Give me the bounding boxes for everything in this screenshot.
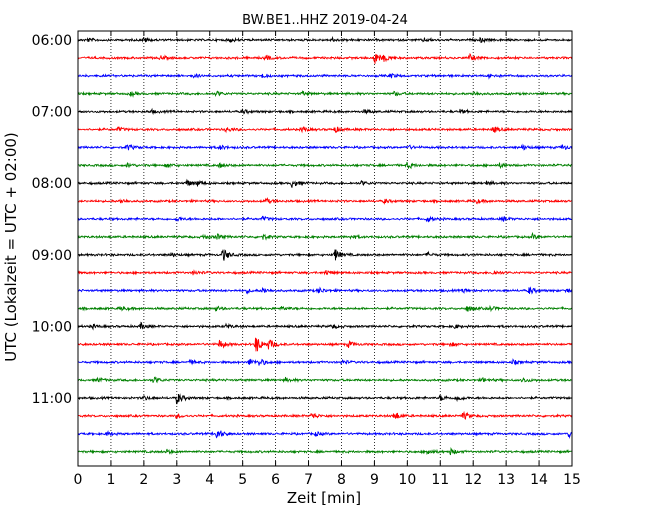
- seismogram-trace: [77, 143, 573, 151]
- x-tick-label: 11: [431, 472, 449, 488]
- x-tick-label: 3: [172, 472, 181, 488]
- x-tick-label: 6: [271, 472, 280, 488]
- seismogram-trace: [77, 337, 573, 352]
- x-tick-label: 8: [337, 472, 346, 488]
- seismogram-trace: [78, 446, 573, 456]
- y-tick-label: 06:00: [32, 33, 72, 49]
- seismogram-trace: [77, 126, 573, 134]
- seismogram-trace: [77, 178, 573, 188]
- x-tick-label: 0: [74, 472, 83, 488]
- seismogram-trace: [77, 358, 572, 366]
- seismogram-trace: [77, 231, 573, 241]
- seismogram-trace: [77, 161, 573, 170]
- x-tick-label: 2: [139, 472, 148, 488]
- x-tick-label: 12: [464, 472, 482, 488]
- y-tick-label: 10:00: [32, 319, 72, 335]
- x-tick-label: 15: [563, 472, 581, 488]
- trace-group: [77, 35, 573, 456]
- y-axis-label: UTC (Lokalzeit = UTC + 02:00): [2, 132, 20, 362]
- seismogram-trace: [77, 249, 573, 261]
- chart-title: BW.BE1..HHZ 2019-04-24: [242, 13, 408, 28]
- x-tick-label: 1: [106, 472, 115, 488]
- seismogram-trace: [77, 393, 573, 405]
- axis-ticks: 0 1 2 3 4 5 6 7 8 9 10 11 12 13 14 1506:0007:0008:0009:…: [32, 31, 581, 488]
- seismogram-trace: [77, 304, 573, 313]
- x-tick-label: 13: [497, 472, 515, 488]
- seismogram-trace: [77, 90, 573, 98]
- y-tick-label: 08:00: [32, 176, 72, 192]
- seismogram-trace: [77, 286, 573, 295]
- x-tick-label: 7: [304, 472, 313, 488]
- x-axis-label: Zeit [min]: [287, 489, 361, 507]
- seismogram-trace: [77, 376, 573, 384]
- x-tick-label: 9: [370, 472, 379, 488]
- vertical-gridlines: [110, 31, 540, 466]
- seismogram-trace: [77, 321, 573, 331]
- plot-frame: [77, 30, 573, 467]
- seismogram-trace: [77, 72, 572, 80]
- y-tick-label: 11:00: [32, 391, 72, 407]
- seismogram-trace: [77, 196, 573, 205]
- seismogram-trace: [77, 429, 573, 439]
- seismogram-trace: [77, 107, 573, 116]
- x-tick-label: 4: [205, 472, 214, 488]
- x-tick-label: 5: [238, 472, 247, 488]
- seismogram-trace: [77, 269, 573, 276]
- x-tick-label: 10: [398, 472, 416, 488]
- seismogram-trace: [77, 215, 573, 223]
- seismogram-trace: [77, 52, 573, 64]
- y-tick-label: 09:00: [32, 248, 72, 264]
- x-tick-label: 14: [530, 472, 548, 488]
- seismogram-trace: [77, 35, 573, 44]
- seismogram-trace: [78, 410, 573, 420]
- y-tick-label: 07:00: [32, 105, 72, 121]
